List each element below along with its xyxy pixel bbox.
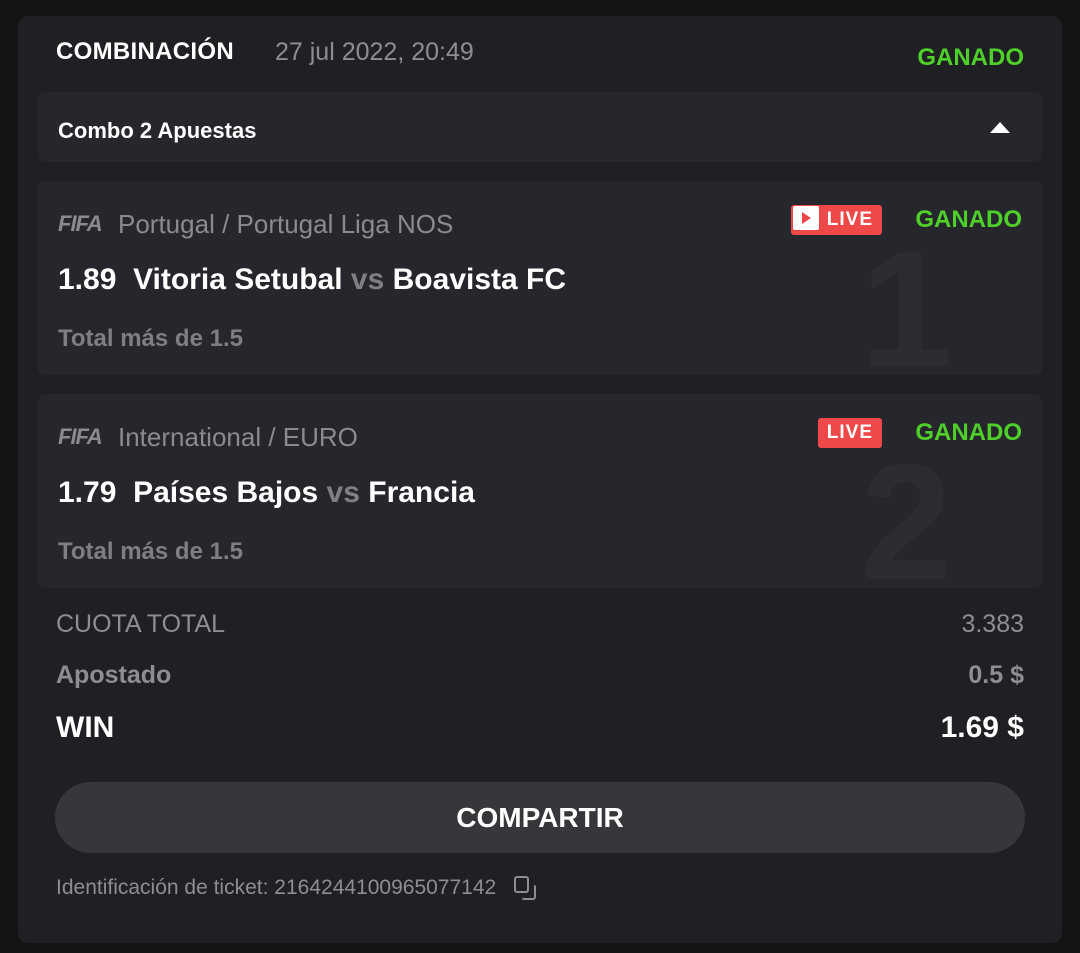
- market: Total más de 1.5: [58, 325, 243, 352]
- home-team: Vitoria Setubal: [133, 263, 343, 296]
- stake-value: 0.5 $: [968, 661, 1024, 689]
- fifa-logo-icon: FIFA: [58, 424, 103, 449]
- copy-icon[interactable]: [514, 876, 537, 901]
- total-odds-value: 3.383: [961, 610, 1024, 638]
- bet-type-title: COMBINACIÓN: [56, 38, 234, 65]
- away-team: Boavista FC: [392, 263, 567, 296]
- selection-status: GANADO: [915, 206, 1022, 233]
- vs-label: vs: [326, 476, 360, 509]
- ticket-id-label: Identificación de ticket:: [56, 876, 269, 899]
- odds: 1.79: [58, 476, 117, 509]
- win-label: WIN: [56, 711, 115, 744]
- live-label: LIVE: [826, 209, 873, 230]
- combo-label: Combo 2 Apuestas: [58, 118, 257, 143]
- combo-toggle[interactable]: Combo 2 Apuestas: [38, 92, 1042, 162]
- league-name: International / EURO: [118, 422, 358, 452]
- selection-number: 2: [860, 460, 952, 585]
- selection-status: GANADO: [915, 419, 1022, 446]
- bet-selection: 2 FIFA International / EURO LIVE GANADO …: [38, 394, 1042, 588]
- stake-label: Apostado: [56, 661, 172, 689]
- ticket-status: GANADO: [917, 44, 1024, 71]
- away-team: Francia: [368, 476, 475, 509]
- caret-up-icon[interactable]: [990, 122, 1010, 133]
- league-name: Portugal / Portugal Liga NOS: [118, 209, 454, 239]
- live-badge[interactable]: LIVE: [790, 205, 882, 235]
- bet-date: 27 jul 2022, 20:49: [275, 38, 474, 66]
- live-label: LIVE: [826, 422, 873, 443]
- bet-ticket-card: COMBINACIÓN 27 jul 2022, 20:49 GANADO Co…: [18, 16, 1062, 943]
- vs-label: vs: [350, 263, 385, 296]
- match-line: 1.89 Vitoria Setubal vs Boavista FC: [58, 263, 566, 297]
- share-button[interactable]: COMPARTIR: [55, 782, 1025, 853]
- win-value: 1.69 $: [940, 711, 1024, 744]
- fifa-logo-icon: FIFA: [58, 211, 103, 236]
- match-line: 1.79 Países Bajos vs Francia: [58, 476, 475, 510]
- ticket-id-row: Identificación de ticket: 21642441009650…: [56, 876, 537, 901]
- ticket-id: 2164244100965077142: [274, 876, 497, 899]
- bet-selection: 1 FIFA Portugal / Portugal Liga NOS LIVE…: [38, 181, 1042, 375]
- play-icon: [792, 206, 819, 231]
- market: Total más de 1.5: [58, 538, 243, 565]
- selection-number: 1: [860, 247, 952, 372]
- home-team: Países Bajos: [133, 476, 319, 509]
- odds: 1.89: [58, 263, 117, 296]
- live-badge[interactable]: LIVE: [817, 418, 882, 448]
- total-odds-label: CUOTA TOTAL: [56, 610, 226, 638]
